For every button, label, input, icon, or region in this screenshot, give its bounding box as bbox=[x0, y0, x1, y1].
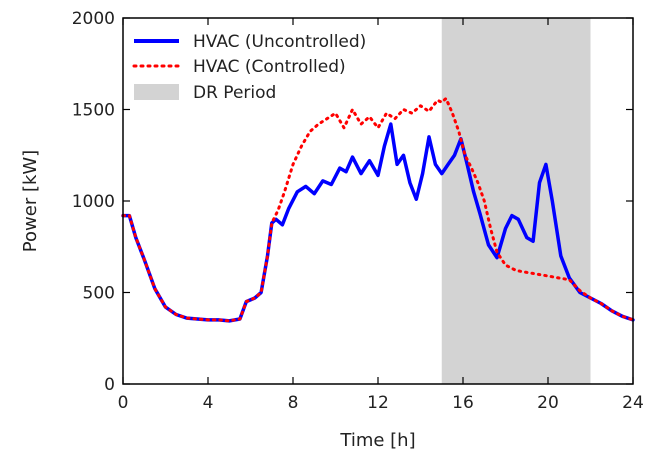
x-tick-label-2: 8 bbox=[288, 393, 299, 413]
x-tick-label-3: 12 bbox=[367, 393, 389, 413]
legend-swatch-dr-period bbox=[134, 84, 179, 100]
legend-label-uncontrolled: HVAC (Uncontrolled) bbox=[193, 32, 366, 52]
shaded-region-0 bbox=[441, 18, 591, 384]
y-tick-label-2: 1000 bbox=[72, 192, 115, 212]
legend-label-controlled: HVAC (Controlled) bbox=[193, 57, 346, 77]
y-tick-label-3: 1500 bbox=[72, 101, 115, 121]
y-tick-label-4: 2000 bbox=[72, 9, 115, 29]
x-tick-label-1: 4 bbox=[203, 393, 214, 413]
x-tick-label-6: 24 bbox=[622, 393, 644, 413]
y-axis-label: Power [kW] bbox=[20, 150, 41, 252]
shade-layer bbox=[441, 18, 591, 384]
x-ticks: 0 4 8 12 16 20 24 bbox=[118, 18, 644, 413]
series-layer bbox=[121, 97, 635, 323]
legend: HVAC (Uncontrolled) HVAC (Controlled) DR… bbox=[132, 32, 366, 103]
y-tick-label-0: 0 bbox=[104, 375, 115, 395]
y-ticks: 0 500 1000 1500 2000 bbox=[72, 9, 633, 395]
x-tick-label-0: 0 bbox=[118, 393, 129, 413]
x-axis-label: Time [h] bbox=[339, 430, 415, 451]
y-tick-label-1: 500 bbox=[83, 284, 115, 304]
x-tick-label-4: 16 bbox=[452, 393, 474, 413]
x-tick-label-5: 20 bbox=[537, 393, 559, 413]
legend-label-dr-period: DR Period bbox=[193, 83, 276, 103]
series-line-1 bbox=[121, 97, 635, 323]
